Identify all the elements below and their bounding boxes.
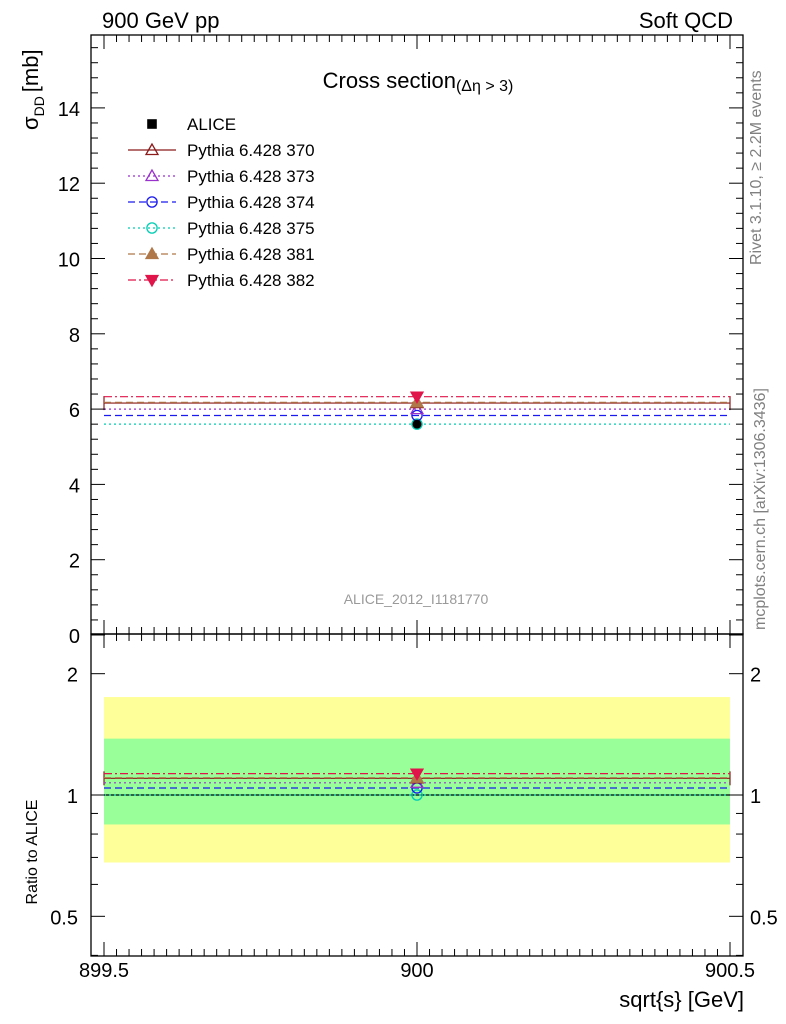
data-markers — [409, 391, 425, 801]
header-left: 900 GeV pp — [102, 8, 219, 33]
x-tick-label: 900.5 — [705, 960, 755, 982]
ratio-y-tick-label-right: 2 — [750, 665, 761, 687]
legend-marker-ALICE — [147, 119, 157, 129]
y-axis-label-ratio: Ratio to ALICE — [24, 800, 41, 905]
x-axis-label: sqrt{s} [GeV] — [619, 987, 744, 1012]
ratio-marker-p382 — [409, 768, 425, 781]
header-right: Soft QCD — [639, 8, 733, 33]
main-y-tick-label: 10 — [58, 250, 80, 272]
main-marker-p382 — [409, 391, 425, 404]
chart-title: Cross section(Δη > 3) — [323, 68, 514, 95]
legend-marker-p381 — [144, 246, 160, 260]
legend-marker-p382 — [144, 274, 160, 288]
legend-label-p381: Pythia 6.428 381 — [187, 245, 315, 264]
chart-title-main: Cross section — [323, 68, 456, 93]
main-y-tick-label: 4 — [69, 475, 80, 497]
main-y-tick-label: 2 — [69, 551, 80, 573]
ratio-y-tick-label-right: 1 — [750, 786, 761, 808]
legend-label-ALICE: ALICE — [187, 115, 236, 134]
legend-label-p374: Pythia 6.428 374 — [187, 193, 315, 212]
x-tick-label: 900 — [400, 960, 433, 982]
legend: ALICE Pythia 6.428 370 Pythia 6.428 373 Pyt… — [128, 115, 315, 290]
main-y-tick-label: 0 — [69, 626, 80, 648]
main-marker-p373 — [409, 401, 425, 415]
main-marker-ALICE — [412, 419, 422, 429]
x-tick-label: 899.5 — [79, 960, 129, 982]
legend-label-p373: Pythia 6.428 373 — [187, 167, 315, 186]
main-y-tick-label: 14 — [58, 99, 80, 121]
y-axis-label-main: σDD [mb] — [18, 49, 47, 130]
ratio-y-tick-label-left: 0.5 — [50, 907, 78, 929]
legend-label-p382: Pythia 6.428 382 — [187, 271, 315, 290]
ratio-y-tick-label-left: 2 — [67, 665, 78, 687]
main-y-tick-label: 6 — [69, 400, 80, 422]
mcplots-reference-text: mcplots.cern.ch [arXiv:1306.3436] — [752, 388, 769, 630]
rivet-version-text: Rivet 3.1.10, ≥ 2.2M events — [748, 70, 765, 265]
ratio-y-tick-label-right: 0.5 — [750, 907, 778, 929]
legend-label-p370: Pythia 6.428 370 — [187, 141, 315, 160]
y-label-sigma: σ — [18, 116, 43, 130]
svg-text:σDD[mb]: σDD [mb] — [18, 49, 47, 130]
main-marker-p375 — [411, 418, 423, 430]
analysis-watermark: ALICE_2012_I1181770 — [344, 591, 489, 607]
main-y-tick-label: 8 — [69, 325, 80, 347]
y-label-sub: DD — [31, 96, 47, 116]
main-y-tick-label: 12 — [58, 174, 80, 196]
y-label-unit: [mb] — [18, 49, 43, 92]
legend-marker-p370 — [144, 142, 160, 156]
ratio-marker-p375 — [411, 789, 423, 801]
ratio-y-tick-label-left: 1 — [67, 786, 78, 808]
legend-marker-p375 — [146, 222, 158, 234]
legend-label-p375: Pythia 6.428 375 — [187, 219, 315, 238]
chart-title-suffix: (Δη > 3) — [456, 78, 513, 95]
legend-marker-p374 — [146, 196, 158, 208]
legend-marker-p373 — [144, 168, 160, 182]
